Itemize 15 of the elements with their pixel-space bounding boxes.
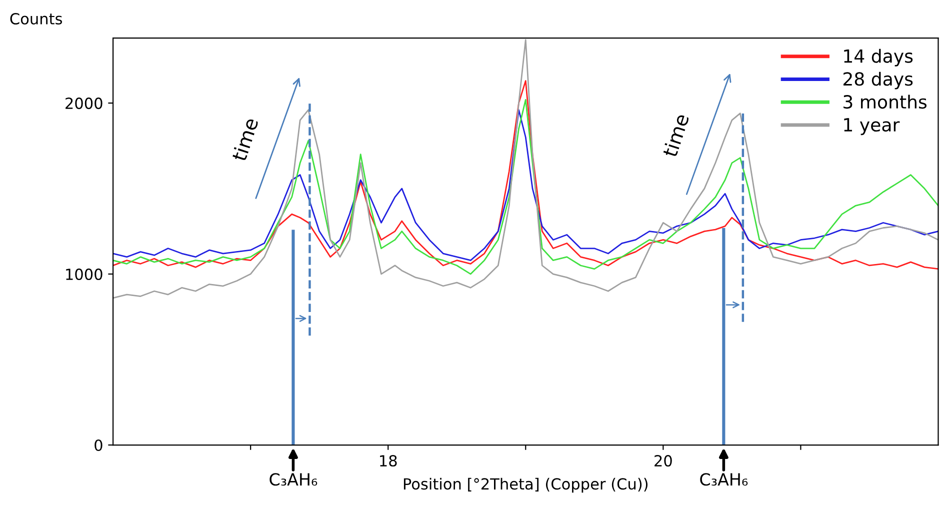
y-tick-label: 2000 bbox=[66, 98, 102, 110]
y-tick-label: 1000 bbox=[66, 268, 102, 280]
annotation: time bbox=[662, 112, 690, 158]
x-tick-label: 20 bbox=[654, 455, 672, 467]
y-axis-title: Counts bbox=[10, 12, 62, 25]
annotation: time bbox=[231, 117, 259, 162]
x-axis-title: Position [°2Theta] (Copper (Cu)) bbox=[404, 478, 648, 493]
legend-label: 14 days bbox=[844, 48, 913, 66]
y-tick-label: 0 bbox=[94, 439, 102, 452]
legend-label: 3 months bbox=[844, 94, 927, 109]
annotation: C₃AH₆ bbox=[700, 473, 748, 486]
x-tick-label: 18 bbox=[380, 455, 397, 467]
annotation: C₃AH₆ bbox=[270, 473, 318, 486]
legend-label: 28 days bbox=[843, 72, 913, 90]
legend-label: 1 year bbox=[844, 118, 900, 136]
